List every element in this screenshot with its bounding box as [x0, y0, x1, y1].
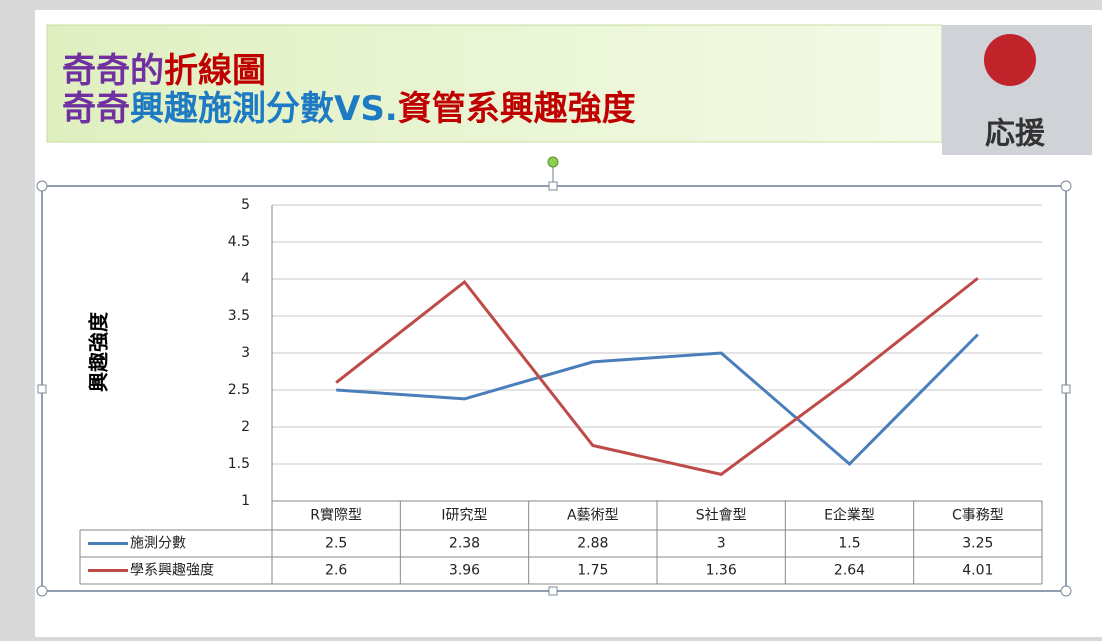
x-tick-label: C事務型 [952, 508, 1004, 524]
table-value: 1.36 [706, 563, 737, 579]
subtitle-part: 興趣施測分數VS. [130, 89, 398, 129]
y-tick-label: 4 [241, 271, 250, 287]
x-tick-label: I研究型 [441, 508, 487, 524]
handle[interactable] [1061, 586, 1071, 596]
y-tick-label: 2.5 [228, 382, 250, 398]
handle[interactable] [1061, 181, 1071, 191]
table-value: 2.38 [449, 536, 480, 552]
handle[interactable] [549, 587, 557, 595]
subtitle-part: 奇奇 [62, 89, 130, 129]
image-text: 応援 [985, 117, 1046, 152]
legend-label: 施測分數 [130, 536, 186, 552]
handle[interactable] [38, 385, 46, 393]
table-value: 2.6 [325, 563, 347, 579]
table-value: 3.25 [962, 536, 993, 552]
subtitle: 奇奇興趣施測分數VS.資管系興趣強度 [62, 89, 636, 129]
table-value: 2.64 [834, 563, 865, 579]
y-tick-label: 1 [241, 493, 250, 509]
handle[interactable] [1062, 385, 1070, 393]
subtitle-part: 資管系興趣強度 [398, 89, 636, 129]
legend-label: 學系興趣強度 [130, 563, 214, 579]
handle[interactable] [37, 586, 47, 596]
slide-view: 奇奇的折線圖 奇奇興趣施測分數VS.資管系興趣強度 応援 興趣強度 1 1.5 2 2… [0, 0, 1102, 637]
table-value: 2.5 [325, 536, 347, 552]
x-tick-label: E企業型 [824, 507, 875, 524]
title-part: 奇奇的 [62, 51, 164, 91]
y-tick-label: 2 [241, 419, 250, 435]
table-value: 3.96 [449, 563, 480, 579]
y-tick-label: 4.5 [228, 234, 250, 250]
x-tick-label: R實際型 [310, 507, 362, 524]
table-value: 1.5 [838, 536, 860, 552]
x-tick-label: A藝術型 [567, 508, 619, 524]
y-tick-label: 5 [241, 197, 250, 213]
table-value: 1.75 [577, 563, 608, 579]
handle[interactable] [549, 182, 557, 190]
table-value: 3 [717, 536, 726, 552]
handle[interactable] [37, 181, 47, 191]
table-value: 4.01 [962, 563, 993, 579]
y-axis-label: 興趣強度 [87, 311, 111, 392]
y-tick-label: 3 [241, 345, 250, 361]
table-value: 2.88 [577, 536, 608, 552]
y-tick-label: 1.5 [228, 456, 250, 472]
x-tick-label: S社會型 [696, 508, 747, 524]
image-figure [984, 34, 1036, 86]
y-tick-label: 3.5 [228, 308, 250, 324]
rotate-handle[interactable] [548, 157, 558, 167]
title: 奇奇的折線圖 [62, 51, 266, 91]
title-part: 折線圖 [164, 51, 266, 91]
